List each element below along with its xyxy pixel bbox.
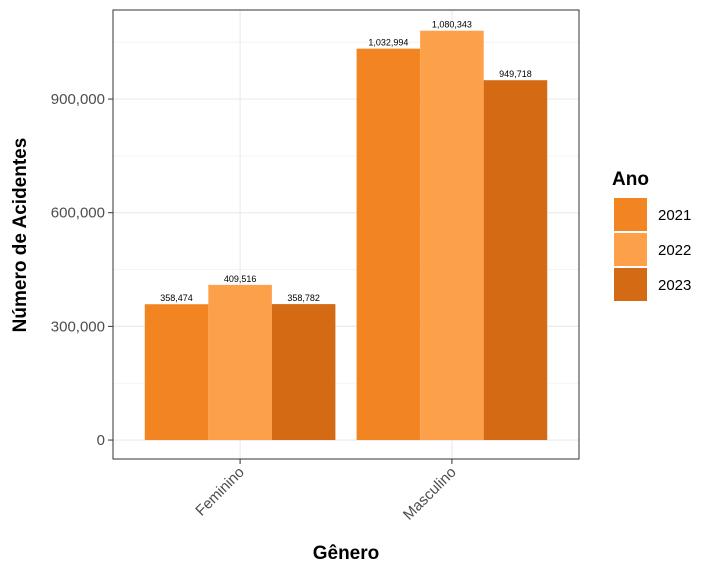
plot-border (112, 9, 580, 460)
bar-feminino-2021 (144, 304, 209, 441)
data-label: 358,474 (160, 293, 193, 303)
legend-title: Ano (612, 169, 649, 190)
bar-feminino-2023 (271, 304, 336, 441)
data-label: 1,032,994 (368, 38, 408, 48)
data-label: 358,782 (287, 293, 320, 303)
y-tick-label: 900,000 (51, 91, 105, 108)
y-axis: 0 300,000 600,000 900,000 (51, 91, 113, 449)
legend-label: 2023 (658, 277, 691, 294)
legend-label: 2021 (658, 207, 691, 224)
legend: Ano 2021 2022 2023 (612, 169, 691, 301)
legend-label: 2022 (658, 242, 691, 259)
bar-masculino-2021 (356, 48, 421, 441)
bar-masculino-2023 (483, 80, 548, 441)
x-tick-label: Masculino (400, 464, 460, 524)
bars (144, 30, 548, 441)
x-axis: Feminino Masculino (192, 459, 460, 524)
y-tick-label: 300,000 (51, 318, 105, 335)
data-labels: 358,474 409,516 358,782 1,032,994 1,080,343 9… (160, 20, 531, 304)
bar-feminino-2022 (208, 284, 272, 441)
legend-swatch-2022 (614, 233, 647, 266)
data-label: 1,080,343 (432, 20, 472, 30)
data-label: 409,516 (224, 274, 257, 284)
y-tick-label: 600,000 (51, 205, 105, 222)
bar-masculino-2022 (420, 30, 484, 441)
y-tick-label: 0 (97, 432, 105, 449)
data-label: 949,718 (499, 69, 532, 79)
legend-swatch-2021 (614, 198, 647, 231)
legend-swatch-2023 (614, 268, 647, 301)
x-tick-label: Feminino (192, 464, 248, 520)
y-axis-title: Número de Acidentes (10, 138, 31, 333)
x-axis-title: Gênero (313, 543, 380, 564)
